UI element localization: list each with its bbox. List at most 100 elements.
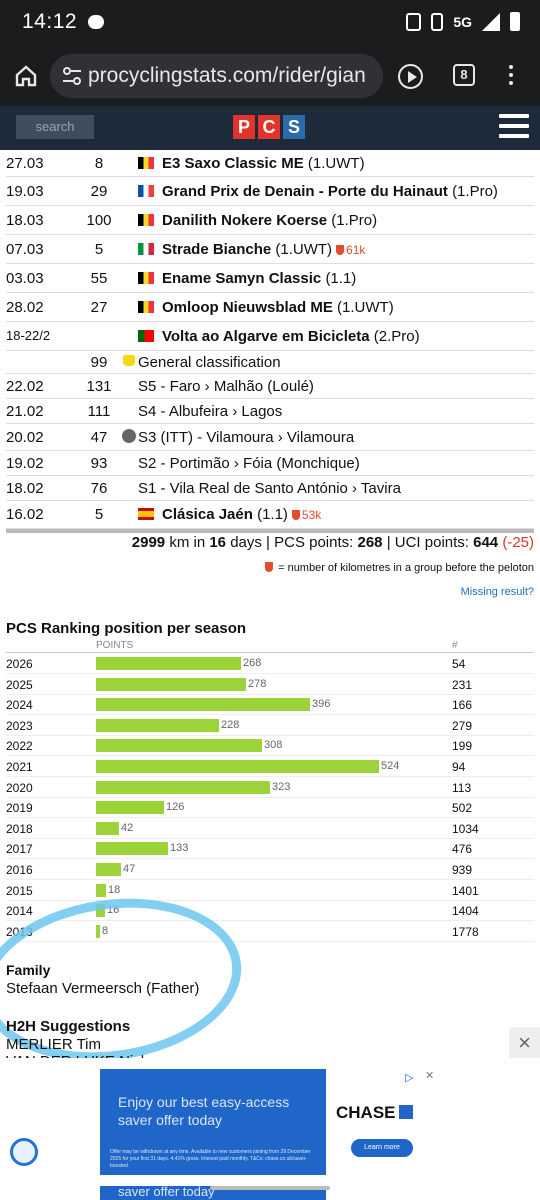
- race-name-link[interactable]: Volta ao Algarve em Bicicleta: [162, 328, 370, 345]
- flag-fr-icon: [138, 185, 154, 197]
- result-date: 22.02: [6, 378, 44, 395]
- result-row[interactable]: 99 General classification: [6, 351, 534, 374]
- season-year: 2015: [6, 884, 33, 898]
- race-cell: S3 (ITT) - Vilamoura › Vilamoura: [138, 429, 354, 446]
- stage-name-link[interactable]: S1 - Vila Real de Santo António › Tavira: [138, 480, 401, 497]
- home-icon[interactable]: [14, 64, 38, 88]
- season-rank: 94: [452, 760, 466, 774]
- season-year: 2025: [6, 678, 33, 692]
- race-category: (1.Pro): [452, 183, 498, 200]
- pcs-logo[interactable]: P C S: [233, 115, 305, 139]
- result-row[interactable]: 28.02 27 Omloop Nieuwsblad ME (1.UWT): [6, 293, 534, 322]
- ad-panel: Enjoy our best easy-access saver offer t…: [100, 1069, 326, 1175]
- address-bar[interactable]: procyclingstats.com/rider/gian: [50, 54, 383, 98]
- result-row[interactable]: 20.02 47 S3 (ITT) - Vilamoura › Vilamoura: [6, 424, 534, 451]
- season-rank: 1034: [452, 822, 479, 836]
- play-icon[interactable]: [398, 64, 423, 89]
- result-rank: 55: [90, 270, 108, 287]
- result-row[interactable]: 27.03 8 E3 Saxo Classic ME (1.UWT): [6, 150, 534, 177]
- points-value: 396: [312, 698, 331, 710]
- result-row[interactable]: 19.02 93 S2 - Portimão › Fóia (Monchique): [6, 451, 534, 476]
- race-category: (1.1): [257, 506, 288, 523]
- race-name-link[interactable]: Grand Prix de Denain - Porte du Hainaut: [162, 183, 448, 200]
- ad-headline: Enjoy our best easy-access saver offer t…: [118, 1094, 290, 1128]
- summary-days: 16: [209, 534, 227, 551]
- ranking-row: 2024 396 166: [6, 695, 534, 715]
- rank-header: #: [452, 640, 458, 651]
- season-year: 2024: [6, 698, 33, 712]
- result-row[interactable]: 03.03 55 Ename Samyn Classic (1.1): [6, 264, 534, 293]
- result-row[interactable]: 18-22/2 Volta ao Algarve em Bicicleta (2.…: [6, 322, 534, 351]
- points-value: 278: [248, 678, 267, 690]
- h2h-item[interactable]: MERLIER Tim: [6, 1036, 102, 1053]
- result-row[interactable]: 18.02 76 S1 - Vila Real de Santo António ›…: [6, 476, 534, 501]
- stage-name-link[interactable]: S2 - Portimão › Fóia (Monchique): [138, 455, 360, 472]
- result-date: 18.03: [6, 212, 44, 229]
- race-name-link[interactable]: Ename Samyn Classic: [162, 270, 322, 287]
- ranking-row: 2023 228 279: [6, 716, 534, 736]
- result-row[interactable]: 22.02 131 S5 - Faro › Malhão (Loulé): [6, 374, 534, 399]
- race-cell: S1 - Vila Real de Santo António › Tavira: [138, 480, 401, 497]
- flag-be-icon: [138, 272, 154, 284]
- stage-name-link[interactable]: S4 - Albufeira › Lagos: [138, 403, 283, 420]
- stage-name-link[interactable]: S3 (ITT) - Vilamoura › Vilamoura: [138, 429, 355, 446]
- breakaway-shield-icon: [265, 562, 274, 572]
- season-rank: 113: [452, 781, 472, 795]
- season-year: 2026: [6, 657, 33, 671]
- race-name-link[interactable]: Omloop Nieuwsblad ME: [162, 299, 333, 316]
- tab-switcher-button[interactable]: 8: [453, 64, 475, 86]
- result-row[interactable]: 16.02 5 Clásica Jaén (1.1) 53k: [6, 501, 534, 529]
- result-row[interactable]: 21.02 111 S4 - Albufeira › Lagos: [6, 399, 534, 424]
- race-category: (1.UWT): [337, 299, 394, 316]
- result-row[interactable]: 19.03 29 Grand Prix de Denain - Porte du H…: [6, 177, 534, 206]
- summary-km-suffix: km in: [165, 534, 210, 551]
- breakaway-legend: = number of kilometres in a group before…: [261, 562, 534, 574]
- summary-uci-delta: (-25): [502, 534, 534, 551]
- season-year: 2018: [6, 822, 33, 836]
- result-date: 18.02: [6, 480, 44, 497]
- season-summary: 2999 km in 16 days | PCS points: 268 | U…: [132, 534, 534, 551]
- flag-be-icon: [138, 157, 154, 169]
- result-row[interactable]: 07.03 5 Strade Bianche (1.UWT) 61k: [6, 235, 534, 264]
- verified-badge-icon[interactable]: [10, 1138, 38, 1166]
- learn-more-button[interactable]: Learn more: [351, 1139, 413, 1157]
- flag-be-icon: [138, 301, 154, 313]
- race-cell: General classification: [138, 354, 281, 371]
- points-bar: [96, 739, 262, 752]
- race-name-link[interactable]: E3 Saxo Classic ME: [162, 155, 304, 172]
- hamburger-menu-icon[interactable]: [499, 114, 529, 140]
- ranking-row: 2020 323 113: [6, 778, 534, 798]
- gesture-nav-bar[interactable]: [210, 1186, 330, 1190]
- points-bar: [96, 822, 119, 835]
- stage-name-link[interactable]: S5 - Faro › Malhão (Loulé): [138, 378, 314, 395]
- browser-toolbar: procyclingstats.com/rider/gian 8: [0, 48, 540, 106]
- result-row[interactable]: 18.03 100 Danilith Nokere Koerse (1.Pro): [6, 206, 534, 235]
- season-rank: 231: [452, 678, 473, 692]
- points-value: 126: [166, 801, 185, 813]
- url-text[interactable]: procyclingstats.com/rider/gian: [88, 64, 366, 87]
- summary-km: 2999: [131, 534, 166, 551]
- adchoices-icon[interactable]: ▷: [405, 1072, 414, 1084]
- stage-name-link[interactable]: General classification: [138, 354, 281, 371]
- missing-result-link[interactable]: Missing result?: [460, 586, 534, 598]
- race-name-link[interactable]: Danilith Nokere Koerse: [162, 212, 328, 229]
- ad-close-icon[interactable]: ×: [509, 1027, 540, 1058]
- race-category: (1.1): [325, 270, 357, 287]
- ad-dismiss-icon[interactable]: ✕: [425, 1070, 435, 1082]
- race-name-link[interactable]: Clásica Jaén: [162, 506, 253, 523]
- season-rank: 199: [452, 739, 473, 753]
- site-settings-icon[interactable]: [62, 67, 82, 85]
- result-rank: 8: [94, 155, 104, 172]
- result-date: 16.02: [6, 506, 44, 523]
- chase-ad[interactable]: Enjoy our best easy-access saver offer t…: [100, 1069, 439, 1175]
- flag-pt-icon: [138, 330, 154, 342]
- race-name-link[interactable]: Strade Bianche: [162, 241, 272, 258]
- breakaway-shield-icon: [336, 245, 345, 255]
- overflow-menu-icon[interactable]: [508, 65, 514, 87]
- family-value: Stefaan Vermeersch (Father): [6, 980, 200, 997]
- site-search-input[interactable]: search: [16, 115, 94, 139]
- ranking-row: 2014 16 1404: [6, 901, 534, 921]
- family-title: Family: [6, 962, 51, 978]
- race-cell: Omloop Nieuwsblad ME (1.UWT): [138, 299, 394, 316]
- summary-uci-prefix: | UCI points:: [382, 534, 474, 551]
